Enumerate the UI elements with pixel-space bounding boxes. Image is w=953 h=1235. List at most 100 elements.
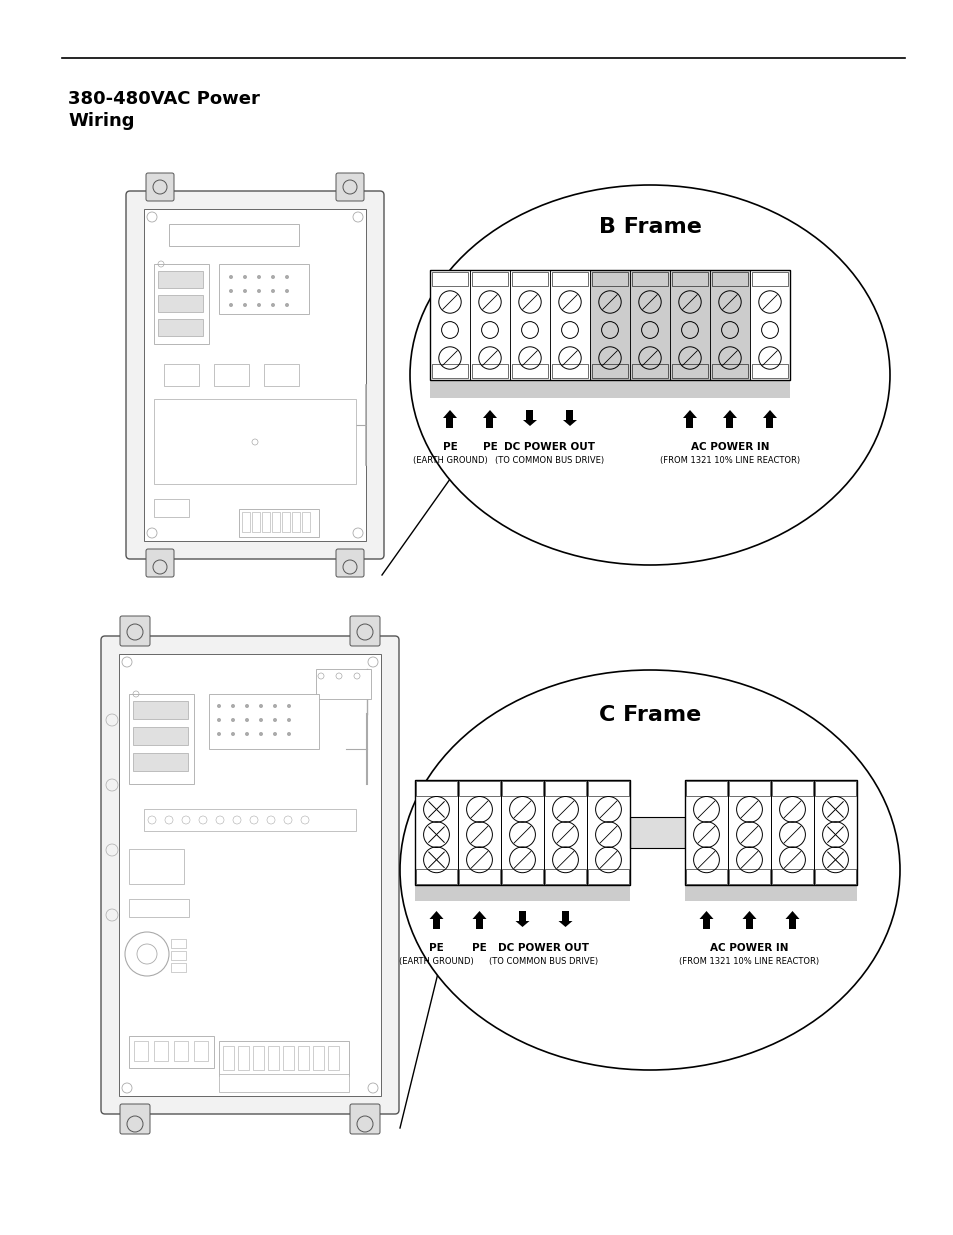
Bar — [629, 816, 684, 848]
Circle shape — [256, 303, 261, 308]
Bar — [129, 899, 189, 918]
Bar — [164, 364, 199, 387]
Bar — [592, 364, 627, 378]
Circle shape — [245, 718, 249, 722]
Bar — [219, 1074, 349, 1092]
Bar — [631, 364, 667, 378]
Circle shape — [271, 289, 274, 293]
Text: (EARTH GROUND): (EARTH GROUND) — [398, 957, 474, 966]
Circle shape — [245, 732, 249, 736]
Circle shape — [245, 704, 249, 708]
Bar — [814, 781, 855, 797]
Bar — [171, 939, 186, 948]
Bar — [629, 270, 669, 380]
Bar — [158, 270, 203, 288]
Bar — [765, 417, 773, 429]
Text: (TO COMMON BUS DRIVE): (TO COMMON BUS DRIVE) — [495, 456, 604, 466]
Circle shape — [258, 718, 263, 722]
Bar — [219, 1041, 349, 1076]
Bar — [685, 869, 726, 884]
Bar — [213, 364, 249, 387]
Text: (FROM 1321 10% LINE REACTOR): (FROM 1321 10% LINE REACTOR) — [679, 957, 819, 966]
Polygon shape — [722, 410, 737, 417]
Text: B Frame: B Frame — [598, 217, 700, 237]
Bar — [446, 417, 453, 429]
Bar — [543, 781, 586, 885]
Bar — [671, 272, 707, 287]
Bar — [728, 781, 769, 797]
Bar — [458, 869, 499, 884]
Circle shape — [216, 704, 221, 708]
Bar — [268, 1046, 278, 1070]
Bar — [171, 963, 186, 972]
Bar — [476, 919, 482, 929]
Circle shape — [273, 732, 276, 736]
Bar — [788, 919, 795, 929]
Ellipse shape — [399, 671, 899, 1070]
Text: PE: PE — [429, 944, 443, 953]
Circle shape — [231, 732, 234, 736]
Bar — [430, 270, 789, 380]
Bar — [501, 869, 542, 884]
Bar — [813, 781, 856, 885]
Bar — [169, 224, 298, 246]
Text: (EARTH GROUND): (EARTH GROUND) — [413, 456, 487, 466]
Circle shape — [285, 289, 289, 293]
Bar — [550, 270, 589, 380]
Bar — [415, 885, 629, 902]
FancyBboxPatch shape — [120, 616, 150, 646]
FancyBboxPatch shape — [335, 173, 364, 201]
Bar — [587, 869, 628, 884]
Bar — [430, 270, 470, 380]
Bar — [727, 781, 770, 885]
Bar — [153, 264, 209, 345]
Bar — [132, 727, 188, 745]
Bar — [702, 919, 709, 929]
Ellipse shape — [410, 185, 889, 564]
Bar — [129, 694, 193, 784]
Text: DC POWER OUT: DC POWER OUT — [498, 944, 589, 953]
Polygon shape — [515, 921, 529, 927]
Circle shape — [285, 303, 289, 308]
Circle shape — [216, 718, 221, 722]
Bar — [252, 513, 260, 532]
Bar — [292, 513, 299, 532]
FancyBboxPatch shape — [120, 1104, 150, 1134]
Bar — [272, 513, 280, 532]
Circle shape — [243, 289, 247, 293]
Text: 380-480VAC Power
Wiring: 380-480VAC Power Wiring — [68, 90, 259, 130]
Bar — [749, 270, 789, 380]
Bar — [751, 364, 787, 378]
Bar — [171, 951, 186, 960]
Bar — [770, 781, 813, 885]
Polygon shape — [442, 410, 456, 417]
Polygon shape — [429, 911, 443, 919]
Bar — [669, 270, 709, 380]
Polygon shape — [762, 410, 776, 417]
Bar — [728, 869, 769, 884]
Bar — [671, 364, 707, 378]
Circle shape — [256, 289, 261, 293]
Circle shape — [229, 275, 233, 279]
Bar — [253, 1046, 264, 1070]
FancyBboxPatch shape — [146, 550, 173, 577]
Circle shape — [287, 718, 291, 722]
Polygon shape — [741, 911, 756, 919]
Bar — [302, 513, 310, 532]
Bar — [237, 1046, 249, 1070]
Bar — [472, 272, 507, 287]
Bar — [500, 781, 543, 885]
Bar — [685, 781, 726, 797]
Bar — [561, 911, 568, 921]
Bar — [144, 809, 355, 831]
Bar — [486, 417, 493, 429]
Bar — [129, 848, 184, 884]
Bar — [512, 364, 547, 378]
Circle shape — [243, 303, 247, 308]
Circle shape — [287, 732, 291, 736]
Bar — [297, 1046, 309, 1070]
Bar — [415, 781, 457, 885]
Bar — [262, 513, 270, 532]
Circle shape — [256, 275, 261, 279]
Bar — [432, 272, 468, 287]
